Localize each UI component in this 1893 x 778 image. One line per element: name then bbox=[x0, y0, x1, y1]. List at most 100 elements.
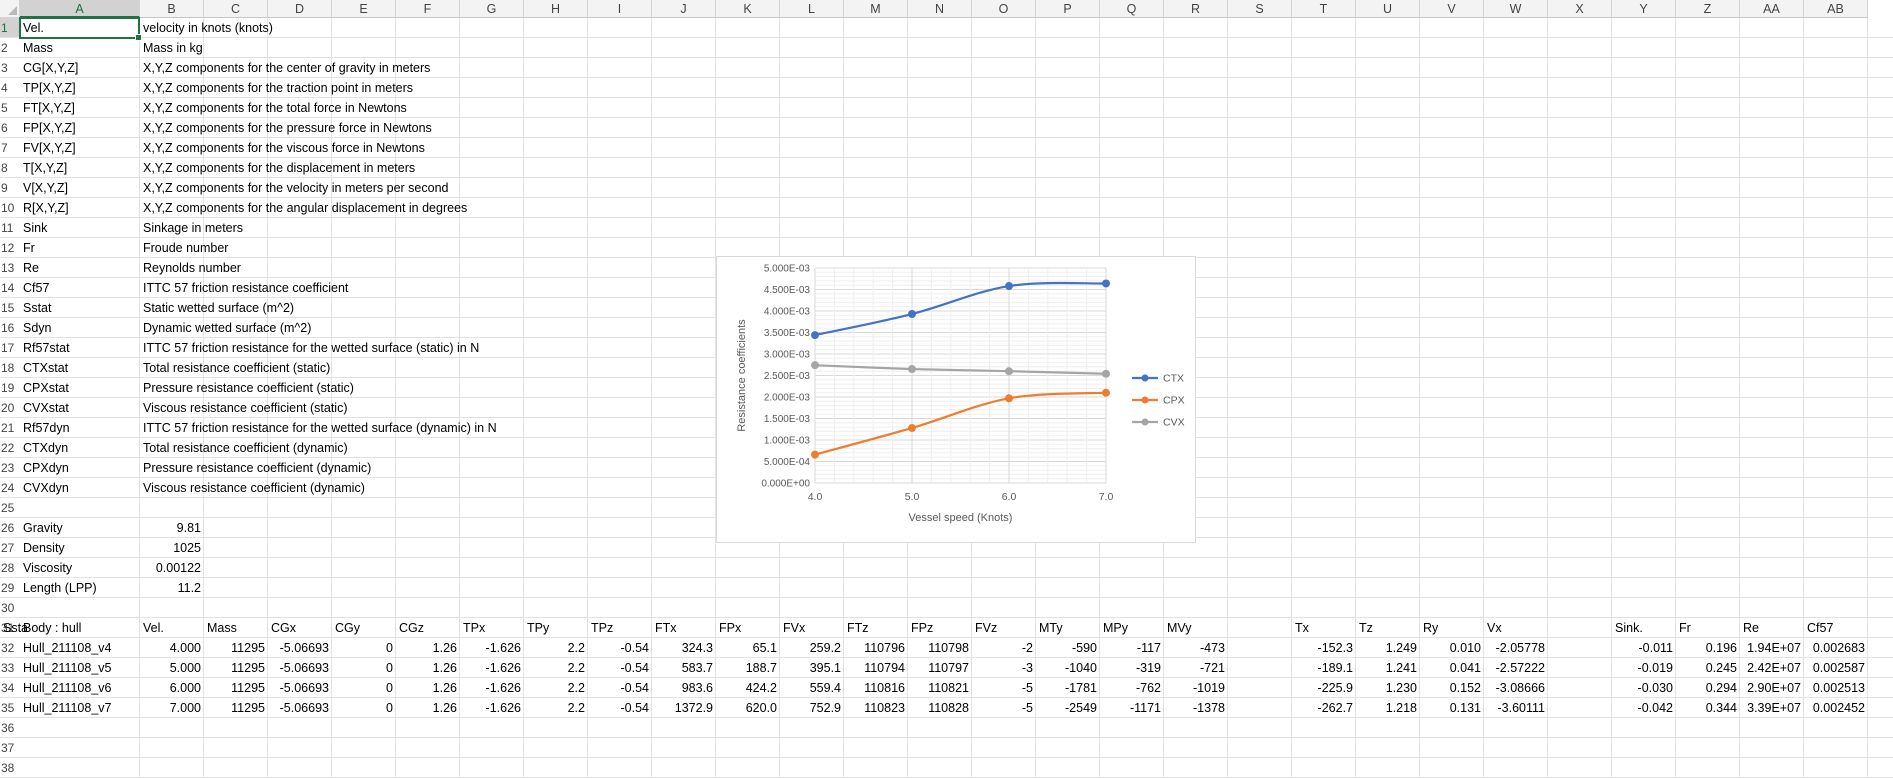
row-header[interactable]: 26 bbox=[0, 518, 20, 538]
column-header[interactable]: AA bbox=[1740, 0, 1804, 18]
column-header[interactable]: H bbox=[524, 0, 588, 18]
table-header-cell[interactable]: Tz bbox=[1359, 621, 1373, 635]
column-header[interactable]: P bbox=[1036, 0, 1100, 18]
row-header[interactable]: 32 bbox=[0, 638, 20, 658]
definition-key-cell[interactable]: CG[X,Y,Z] bbox=[23, 61, 79, 75]
row-header[interactable]: 31 bbox=[0, 618, 20, 638]
table-data-cell[interactable]: 0.196 bbox=[1705, 641, 1737, 655]
definition-key-cell[interactable]: FT[X,Y,Z] bbox=[23, 101, 75, 115]
table-data-cell[interactable]: 110828 bbox=[928, 701, 969, 715]
row-header[interactable]: 28 bbox=[0, 558, 20, 578]
table-data-cell[interactable]: -3.08666 bbox=[1495, 681, 1545, 695]
definition-desc-cell[interactable]: X,Y,Z components for the angular displac… bbox=[143, 201, 468, 215]
table-data-cell[interactable]: 0.131 bbox=[1449, 701, 1481, 715]
row-header[interactable]: 10 bbox=[0, 198, 20, 218]
table-header-cell[interactable]: Fr bbox=[1679, 621, 1691, 635]
row-header[interactable]: 5 bbox=[0, 98, 20, 118]
definition-key-cell[interactable]: TP[X,Y,Z] bbox=[23, 81, 76, 95]
table-data-cell[interactable]: 0.041 bbox=[1449, 661, 1481, 675]
definition-key-cell[interactable]: Sstat bbox=[23, 301, 52, 315]
table-data-cell[interactable] bbox=[1548, 678, 1612, 698]
table-data-cell[interactable] bbox=[0, 638, 6, 658]
table-header-cell[interactable]: Vx bbox=[1487, 621, 1502, 635]
column-header[interactable]: R bbox=[1164, 0, 1228, 18]
table-data-cell[interactable]: 0.152 bbox=[1449, 681, 1481, 695]
constant-label-cell[interactable]: Length (LPP) bbox=[23, 581, 97, 595]
table-data-cell[interactable]: 983.6 bbox=[681, 681, 713, 695]
table-header-cell[interactable]: FVx bbox=[783, 621, 806, 635]
table-data-cell[interactable]: 110794 bbox=[864, 661, 905, 675]
definition-desc-cell[interactable]: Froude number bbox=[143, 241, 229, 255]
table-data-cell[interactable]: 6.000 bbox=[169, 681, 201, 695]
table-data-cell[interactable]: -5.06693 bbox=[279, 641, 329, 655]
column-header[interactable]: Y bbox=[1612, 0, 1676, 18]
table-data-cell[interactable]: -5.06693 bbox=[279, 701, 329, 715]
table-data-cell[interactable]: 110796 bbox=[864, 641, 905, 655]
row-header[interactable]: 2 bbox=[0, 38, 20, 58]
table-header-cell[interactable]: Body : hull bbox=[23, 621, 82, 635]
table-header-cell[interactable]: FVz bbox=[975, 621, 998, 635]
table-header-cell[interactable]: MPy bbox=[1103, 621, 1128, 635]
table-data-cell[interactable]: 1372.9 bbox=[674, 701, 713, 715]
definition-desc-cell[interactable]: Sinkage in meters bbox=[143, 221, 244, 235]
table-data-cell[interactable]: -2549 bbox=[1065, 701, 1097, 715]
column-header[interactable]: M bbox=[844, 0, 908, 18]
table-data-cell[interactable]: -762 bbox=[1135, 681, 1161, 695]
table-data-cell[interactable] bbox=[1228, 698, 1292, 718]
column-header[interactable]: I bbox=[588, 0, 652, 18]
table-header-cell[interactable]: FPz bbox=[911, 621, 934, 635]
row-header[interactable]: 22 bbox=[0, 438, 20, 458]
table-data-cell[interactable]: -319 bbox=[1135, 661, 1161, 675]
column-header[interactable]: N bbox=[908, 0, 972, 18]
table-data-cell[interactable]: -0.54 bbox=[620, 641, 650, 655]
column-header[interactable]: X bbox=[1548, 0, 1612, 18]
table-data-cell[interactable] bbox=[0, 678, 6, 698]
table-data-cell[interactable]: -5.06693 bbox=[279, 661, 329, 675]
table-data-cell[interactable]: -3 bbox=[1021, 661, 1033, 675]
table-data-cell[interactable]: 324.3 bbox=[681, 641, 713, 655]
table-data-cell[interactable]: -590 bbox=[1071, 641, 1097, 655]
table-data-cell[interactable]: 110816 bbox=[864, 681, 905, 695]
table-header-cell[interactable]: MVy bbox=[1167, 621, 1192, 635]
table-data-cell[interactable]: -262.7 bbox=[1317, 701, 1353, 715]
row-header[interactable]: 38 bbox=[0, 758, 20, 778]
definition-desc-cell[interactable]: X,Y,Z components for the total force in … bbox=[143, 101, 407, 115]
row-header[interactable]: 13 bbox=[0, 258, 20, 278]
table-header-cell[interactable]: CGx bbox=[271, 621, 296, 635]
table-data-cell[interactable]: -3.60111 bbox=[1497, 701, 1546, 715]
select-all-corner[interactable] bbox=[0, 0, 20, 18]
row-header[interactable]: 27 bbox=[0, 538, 20, 558]
table-header-cell[interactable]: CGz bbox=[399, 621, 424, 635]
table-header-cell[interactable] bbox=[1548, 618, 1612, 638]
table-data-cell[interactable]: 2.2 bbox=[567, 641, 585, 655]
table-data-cell[interactable]: 0.344 bbox=[1705, 701, 1737, 715]
definition-key-cell[interactable]: Rf57stat bbox=[23, 341, 70, 355]
table-header-cell[interactable]: CGy bbox=[335, 621, 360, 635]
table-header-cell[interactable]: Ssta bbox=[3, 621, 29, 635]
column-header[interactable]: Z bbox=[1676, 0, 1740, 18]
table-data-cell[interactable]: 752.9 bbox=[809, 701, 841, 715]
table-data-cell[interactable]: -0.54 bbox=[620, 661, 650, 675]
column-header[interactable]: A bbox=[20, 0, 140, 18]
definition-desc-cell[interactable]: ITTC 57 friction resistance coefficient bbox=[143, 281, 349, 295]
row-header[interactable]: 30 bbox=[0, 598, 20, 618]
table-data-cell[interactable]: -5 bbox=[1021, 701, 1033, 715]
column-header[interactable]: B bbox=[140, 0, 204, 18]
table-data-cell[interactable]: -5 bbox=[1021, 681, 1033, 695]
table-data-cell[interactable]: -1040 bbox=[1065, 661, 1097, 675]
definition-desc-cell[interactable]: Reynolds number bbox=[143, 261, 241, 275]
table-data-cell[interactable]: -225.9 bbox=[1317, 681, 1353, 695]
table-data-cell[interactable]: 0 bbox=[386, 701, 393, 715]
table-data-cell[interactable]: 0.002513 bbox=[1812, 681, 1865, 695]
table-data-cell[interactable]: 1.26 bbox=[432, 701, 457, 715]
table-header-cell[interactable]: Cf57 bbox=[1807, 621, 1834, 635]
table-data-cell[interactable]: 11295 bbox=[231, 681, 265, 695]
definition-key-cell[interactable]: FP[X,Y,Z] bbox=[23, 121, 76, 135]
table-data-cell[interactable]: 620.0 bbox=[745, 701, 777, 715]
table-header-cell[interactable] bbox=[1228, 618, 1292, 638]
definition-desc-cell[interactable]: X,Y,Z components for the velocity in met… bbox=[143, 181, 449, 195]
table-data-cell[interactable] bbox=[1228, 638, 1292, 658]
definition-key-cell[interactable]: CVXdyn bbox=[23, 481, 69, 495]
row-header[interactable]: 24 bbox=[0, 478, 20, 498]
table-data-cell[interactable]: 65.1 bbox=[752, 641, 777, 655]
